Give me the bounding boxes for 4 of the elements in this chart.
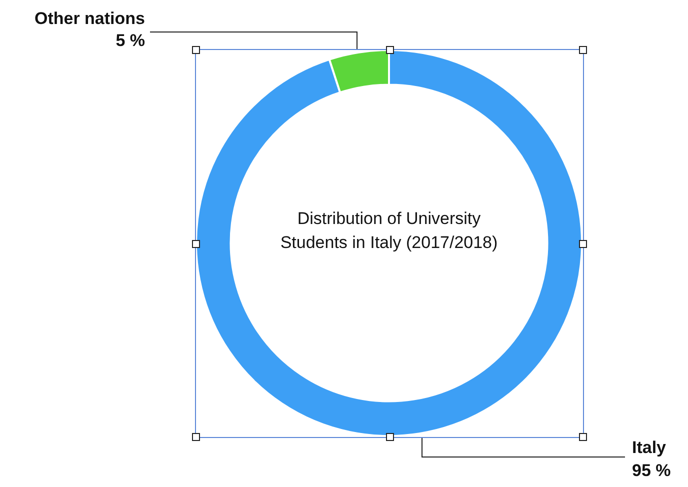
data-label: 5 %	[116, 31, 145, 50]
slice-label: Other nations	[34, 9, 145, 28]
data-label: 95 %	[632, 461, 671, 480]
slice-label: Italy	[632, 438, 667, 457]
